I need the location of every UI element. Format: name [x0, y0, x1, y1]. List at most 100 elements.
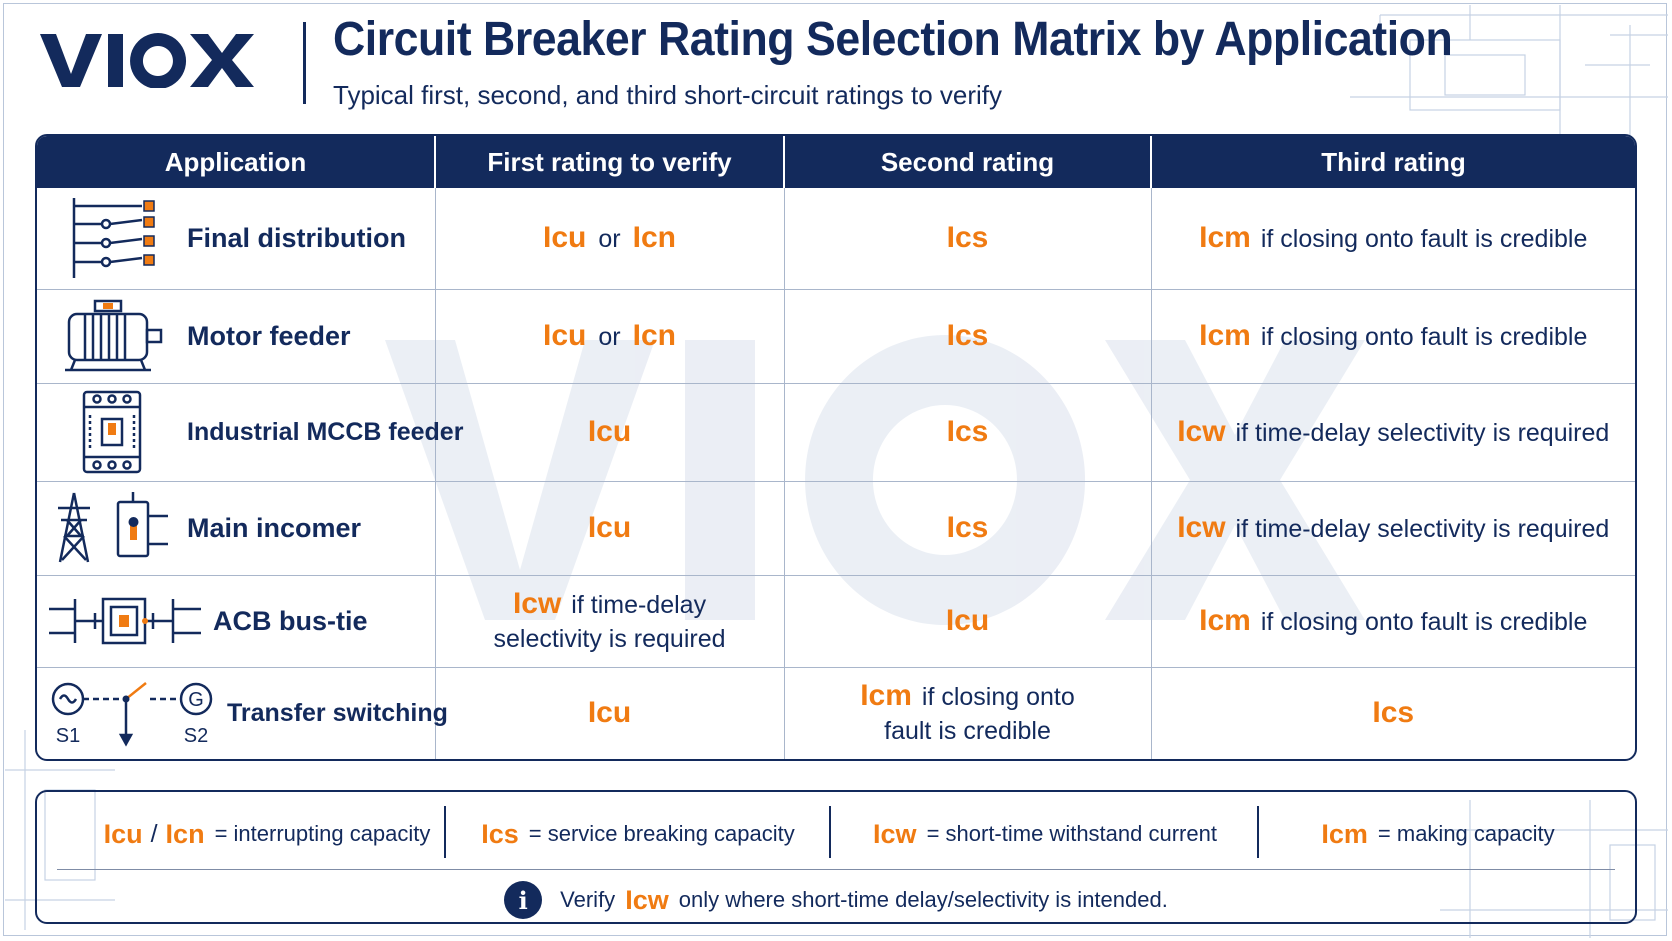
note-prefix: Verify [560, 887, 616, 912]
legend-item: Icw = short-time withstand current [831, 812, 1259, 856]
application-label: Main incomer [187, 512, 362, 543]
legend-separator [57, 869, 1615, 870]
distribution-board-icon [37, 196, 187, 280]
rating-code: Icw [1177, 415, 1226, 449]
application-cell: G S1 S2 Transfer switching [37, 666, 448, 759]
page-title: Circuit Breaker Rating Selection Matrix … [333, 13, 1453, 66]
second-rating-cell: Icm if closing onto fault is credible [784, 666, 1152, 759]
first-rating-cell: Icu or Icn [435, 288, 785, 384]
note-suffix: only where short-time delay/selectivity … [678, 887, 1168, 912]
or-text: or [598, 323, 621, 352]
application-label: ACB bus-tie [213, 605, 368, 636]
acb-bus-tie-icon [37, 591, 213, 651]
third-rating-cell: Icm if closing onto fault is credible [1151, 188, 1635, 289]
table-row: Final distribution Icu or Icn Ics Icm if cl… [37, 188, 1635, 290]
application-cell: ACB bus-tie [37, 574, 436, 668]
second-rating-cell: Ics [784, 288, 1152, 384]
rating-note: if closing onto [921, 682, 1075, 711]
column-header-second-rating: Second rating [784, 136, 1152, 188]
application-cell: Industrial MCCB feeder [37, 382, 463, 482]
legend-item: Ics = service breaking capacity [446, 812, 830, 856]
legend-code: Icm [1321, 818, 1368, 849]
motor-icon [37, 298, 187, 374]
rating-note: if closing onto fault is credible [1260, 608, 1588, 637]
legend-text: = service breaking capacity [528, 821, 795, 846]
rating-note: selectivity is required [493, 624, 726, 653]
third-rating-cell: Icw if time-delay selectivity is required [1151, 382, 1635, 482]
first-rating-cell: Icu [435, 480, 785, 576]
legend-slash: / [150, 819, 158, 848]
third-rating-cell: Icm if closing onto fault is credible [1151, 288, 1635, 384]
first-rating-cell: Icu or Icn [435, 188, 785, 290]
table-header-row: Application First rating to verify Secon… [37, 136, 1635, 188]
application-label: Transfer switching [227, 698, 448, 727]
rating-code: Icu [945, 604, 990, 638]
page-subtitle: Typical first, second, and third short-c… [333, 80, 1003, 110]
column-header-third-rating: Third rating [1151, 136, 1635, 188]
transfer-switch-icon: G S1 S2 [37, 677, 227, 749]
legend-code: Ics [481, 818, 519, 849]
rating-code: Icu [587, 696, 632, 730]
rating-code: Icn [632, 221, 676, 255]
first-rating-cell: Icu [435, 382, 785, 482]
legend-item: Icu / Icn = interrupting capacity [57, 812, 477, 856]
rating-note: if closing onto fault is credible [1260, 323, 1588, 352]
rating-code: Ics [946, 319, 989, 353]
application-cell: Motor feeder [37, 288, 436, 384]
or-text: or [598, 225, 621, 254]
rating-note: fault is credible [884, 716, 1051, 745]
source-2-label: S2 [184, 725, 208, 747]
rating-code: Icm [1199, 604, 1251, 638]
rating-code: Icm [1199, 221, 1251, 255]
application-label: Industrial MCCB feeder [187, 417, 464, 446]
legend-code: Icw [873, 818, 917, 849]
table-row: Industrial MCCB feeder Icu Ics Icw if tim… [37, 382, 1635, 482]
second-rating-cell: Ics [784, 382, 1152, 482]
rating-note: if time-delay selectivity is required [1235, 419, 1610, 448]
rating-code: Ics [1372, 696, 1415, 730]
rating-code: Icw [1177, 511, 1226, 545]
note-code: Icw [625, 884, 669, 915]
viox-logo [40, 32, 255, 88]
first-rating-cell: Icw if time-delay selectivity is required [435, 574, 785, 668]
rating-note: if time-delay selectivity is required [1235, 515, 1610, 544]
generator-label: G [188, 689, 204, 711]
application-label: Motor feeder [187, 320, 351, 351]
legend-box: Icu / Icn = interrupting capacity Ics = … [35, 790, 1637, 924]
source-1-label: S1 [56, 725, 80, 747]
column-header-application: Application [37, 136, 436, 188]
second-rating-cell: Icu [784, 574, 1152, 668]
legend-text: = making capacity [1377, 821, 1555, 846]
table-row: Main incomer Icu Ics Icw if time-delay se… [37, 480, 1635, 576]
first-rating-cell: Icu [435, 666, 785, 759]
legend-item: Icm = making capacity [1259, 812, 1617, 856]
legend-divider [1257, 806, 1259, 858]
third-rating-cell: Ics [1151, 666, 1635, 759]
application-cell: Main incomer [37, 480, 436, 576]
rating-code: Icu [587, 415, 632, 449]
verification-note: i Verify Icw only where short-time delay… [37, 878, 1635, 922]
legend-divider [829, 806, 831, 858]
column-header-first-rating: First rating to verify [435, 136, 785, 188]
rating-code: Icw [512, 586, 562, 620]
header-divider [303, 22, 306, 104]
rating-note: if time-delay [571, 590, 707, 619]
rating-code: Icu [587, 511, 632, 545]
table-row: ACB bus-tie Icw if time-delay selectivity… [37, 574, 1635, 668]
mccb-icon [37, 389, 187, 475]
rating-matrix-table: Application First rating to verify Secon… [35, 134, 1637, 761]
rating-code: Ics [946, 221, 989, 255]
application-label: Final distribution [187, 222, 406, 253]
rating-code: Ics [946, 511, 989, 545]
legend-code: Icn [165, 818, 205, 849]
application-cell: Final distribution [37, 188, 436, 290]
table-row: G S1 S2 Transfer switching Icu Icm if clo… [37, 666, 1635, 759]
rating-note: if closing onto fault is credible [1260, 225, 1588, 254]
rating-code: Icn [632, 319, 676, 353]
table-row: Motor feeder Icu or Icn Ics Icm if closing … [37, 288, 1635, 384]
rating-code: Icu [543, 319, 587, 353]
transmission-tower-icon [37, 490, 187, 566]
rating-code: Icu [543, 221, 587, 255]
legend-text: = short-time withstand current [926, 821, 1217, 846]
legend-divider [444, 806, 446, 858]
